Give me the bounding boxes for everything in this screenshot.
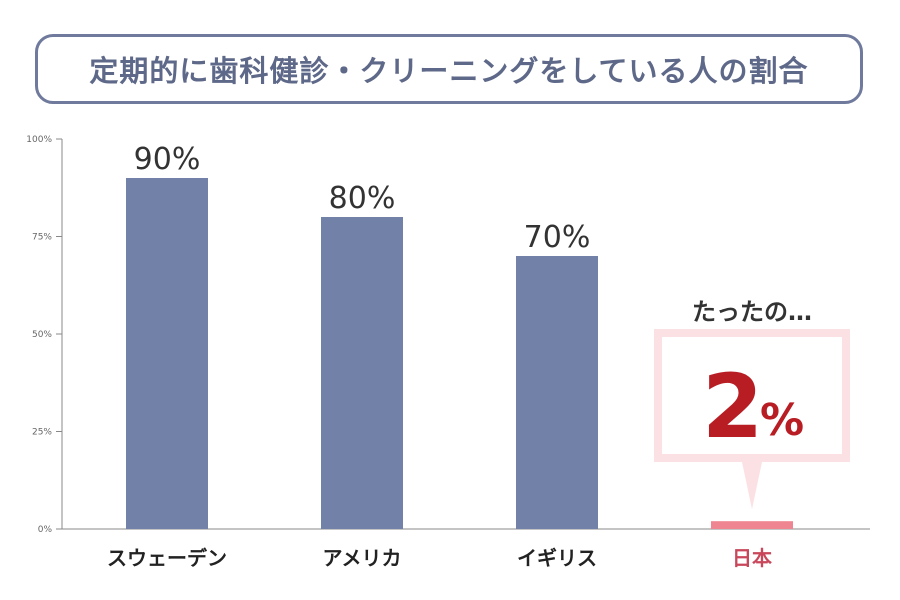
category-label-3: 日本 <box>732 546 772 570</box>
category-label-1: アメリカ <box>323 546 402 570</box>
category-label-2: イギリス <box>517 546 597 570</box>
title-box: 定期的に歯科健診・クリーニングをしている人の割合 <box>35 34 863 104</box>
callout-box <box>654 329 850 462</box>
value-labels-group: 90% 80% 70% <box>134 142 591 255</box>
chart-title: 定期的に歯科健診・クリーニングをしている人の割合 <box>89 54 809 88</box>
bar-1 <box>321 217 403 529</box>
bar-3 <box>711 521 793 529</box>
callout-tail <box>742 462 762 510</box>
callout-group: たったの… 2% <box>654 298 850 510</box>
y-tick-label: 50% <box>32 330 52 340</box>
callout-value: 2 <box>702 355 763 458</box>
bars-group <box>126 178 793 529</box>
y-tick-label: 100% <box>26 135 52 145</box>
y-tick-label: 75% <box>32 233 52 243</box>
value-label-1: 80% <box>329 181 396 216</box>
callout-unit: % <box>760 395 804 446</box>
y-tick-label: 0% <box>38 525 53 535</box>
bar-2 <box>516 256 598 529</box>
bar-0 <box>126 178 208 529</box>
callout-lead-text: たったの… <box>692 298 812 326</box>
category-labels-group: スウェーデン アメリカ イギリス 日本 <box>107 546 772 570</box>
category-label-0: スウェーデン <box>107 546 227 570</box>
value-label-2: 70% <box>524 220 591 255</box>
value-label-0: 90% <box>134 142 201 177</box>
y-tick-label: 25% <box>32 428 52 438</box>
